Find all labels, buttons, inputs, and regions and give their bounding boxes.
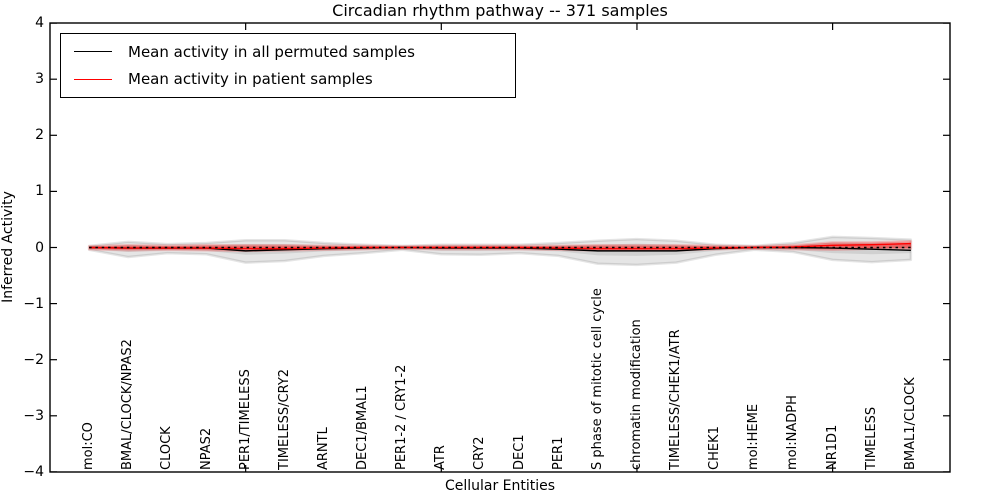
x-category-label: DEC1 — [511, 434, 527, 470]
legend-item-permuted: Mean activity in all permuted samples — [61, 43, 515, 61]
y-tick-label: 2 — [35, 127, 44, 144]
x-category-label: ATR — [433, 445, 449, 470]
x-category-label: NPAS2 — [198, 427, 214, 470]
x-category-label: BMAL/CLOCK/NPAS2 — [120, 339, 136, 470]
y-tick-label: −2 — [23, 351, 44, 368]
x-axis-label: Cellular Entities — [444, 478, 556, 494]
legend-item-patient: Mean activity in patient samples — [61, 70, 515, 88]
x-category-label: TIMELESS/CHEK1/ATR — [668, 329, 684, 470]
x-category-label: mol:CO — [81, 422, 97, 470]
patient-line-swatch — [74, 78, 112, 80]
legend: Mean activity in all permuted samples Me… — [60, 33, 516, 98]
x-category-label: ARNTL — [315, 427, 331, 470]
x-category-label: PER1-2 / CRY1-2 — [394, 364, 410, 470]
x-category-label: TIMELESS — [863, 406, 879, 470]
y-tick-label: −3 — [23, 407, 44, 424]
x-category-label: DEC1/BMAL1 — [355, 385, 371, 471]
x-category-label: CLOCK — [159, 426, 175, 470]
x-category-label: mol:HEME — [746, 403, 762, 470]
y-tick-label: 0 — [35, 239, 44, 256]
x-category-label: NR1D1 — [824, 424, 840, 470]
x-category-label: CRY2 — [472, 436, 488, 471]
x-category-label: BMAL1/CLOCK — [902, 377, 918, 470]
y-tick-label: 1 — [35, 183, 44, 200]
x-category-label: CHEK1 — [707, 426, 723, 470]
x-category-label: PER1/TIMELESS — [237, 369, 253, 470]
legend-label-permuted: Mean activity in all permuted samples — [128, 42, 415, 61]
permuted-line-swatch — [74, 51, 112, 53]
permuted-range-inner-band — [89, 242, 911, 256]
y-tick-label: 4 — [35, 15, 44, 32]
y-tick-label: −1 — [23, 295, 44, 312]
x-category-label: PER1 — [550, 436, 566, 470]
x-category-label: TIMELESS/CRY2 — [276, 368, 292, 470]
x-category-label: chromatin modification — [628, 319, 644, 470]
permuted-range-outer-band — [87, 235, 913, 267]
legend-label-patient: Mean activity in patient samples — [128, 70, 373, 89]
y-tick-label: −4 — [23, 463, 44, 480]
x-category-label: mol:NADPH — [785, 395, 801, 470]
chart-title: Circadian rhythm pathway -- 371 samples — [332, 1, 668, 20]
y-tick-label: 3 — [35, 71, 44, 88]
x-category-label: S phase of mitotic cell cycle — [589, 288, 605, 470]
